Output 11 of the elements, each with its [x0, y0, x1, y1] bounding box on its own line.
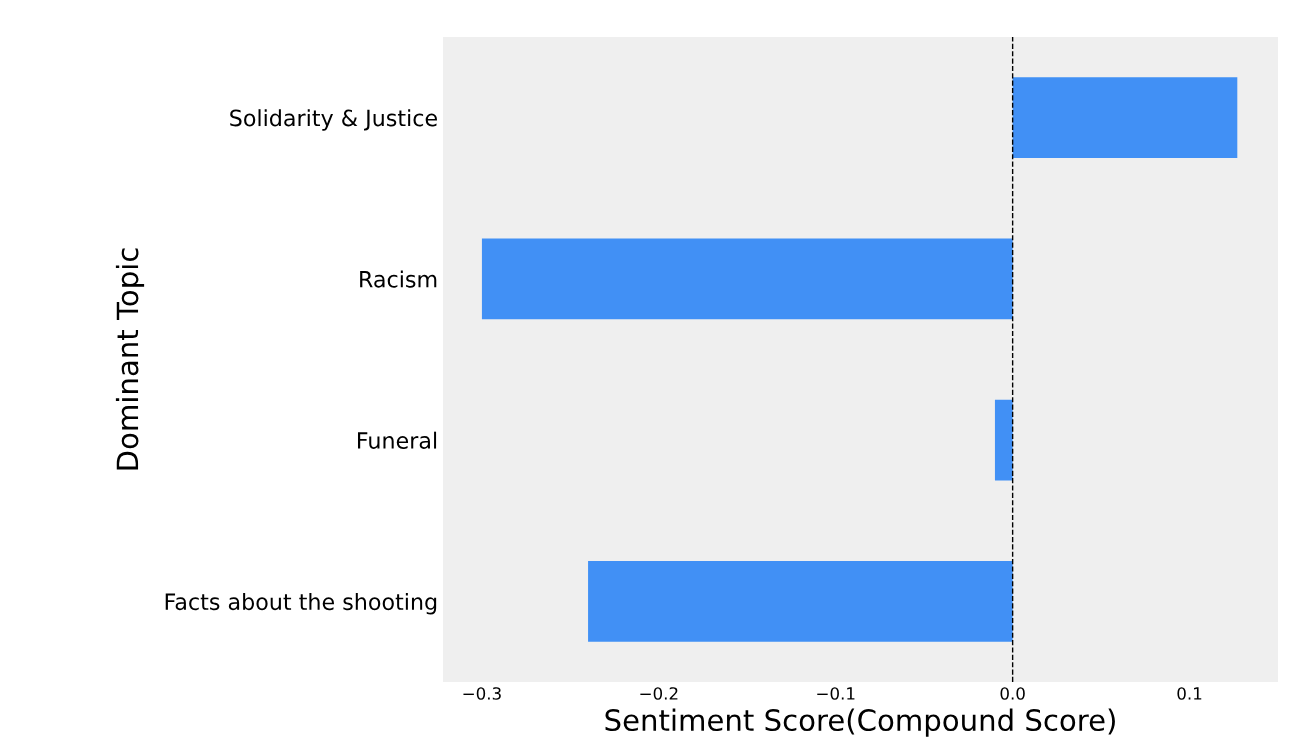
y-tick-label: Funeral	[357, 431, 437, 449]
x-axis-title: Sentiment Score(Compound Score)	[605, 708, 1115, 737]
x-tick-label: −0.1	[817, 687, 855, 700]
x-tick-label: −0.3	[463, 687, 501, 700]
x-tick-label: 0.0	[1000, 687, 1025, 700]
x-tick-label: −0.2	[640, 687, 678, 700]
y-tick-label: Facts about the shooting	[165, 592, 437, 615]
y-axis-title: Dominant Topic	[115, 248, 145, 470]
y-tick-label: Racism	[360, 270, 437, 288]
x-tick-label: 0.1	[1177, 687, 1202, 700]
y-tick-label: Solidarity & Justice	[230, 109, 437, 131]
